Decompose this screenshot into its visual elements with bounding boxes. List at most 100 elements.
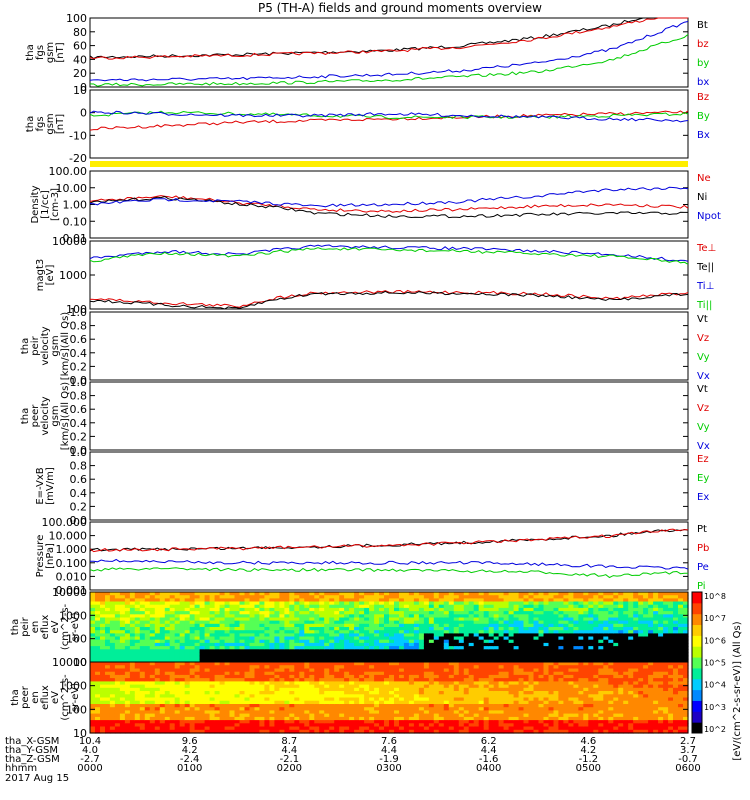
heatmap-cell (628, 620, 634, 625)
heatmap-cell (254, 652, 261, 657)
heatmap-cell (503, 639, 510, 644)
heatmap-cell (578, 649, 584, 654)
heatmap-cell (199, 592, 206, 596)
heatmap-cell (324, 662, 330, 666)
heatmap-cell (513, 655, 520, 660)
heatmap-cell (463, 662, 470, 666)
heatmap-cell (324, 694, 330, 699)
heatmap-cell (304, 623, 310, 628)
heatmap-cell (279, 658, 285, 663)
heatmap-cell (144, 611, 151, 615)
heatmap-cell (428, 658, 435, 663)
heatmap-cell (433, 729, 440, 734)
heatmap-cell (144, 678, 151, 682)
heatmap-cell (114, 697, 121, 702)
heatmap-cell (274, 655, 280, 660)
heatmap-cell (179, 694, 186, 699)
heatmap-cell (119, 687, 126, 692)
heatmap-cell (673, 592, 679, 596)
heatmap-cell (369, 652, 375, 657)
heatmap-cell (319, 617, 325, 622)
heatmap-cell (623, 592, 629, 596)
heatmap-cell (209, 595, 216, 599)
heatmap-cell (124, 620, 131, 625)
heatmap-cell (174, 652, 181, 657)
heatmap-cell (389, 630, 395, 634)
heatmap-cell (119, 646, 126, 650)
heatmap-cell (468, 639, 475, 644)
heatmap-cell (169, 614, 176, 619)
heatmap-cell (503, 655, 510, 660)
heatmap-cell (274, 716, 280, 721)
heatmap-cell (194, 642, 201, 647)
heatmap-cell (543, 665, 550, 669)
heatmap-cell (533, 678, 540, 682)
heatmap-cell (164, 665, 171, 669)
heatmap-cell (95, 668, 101, 673)
heatmap-cell (603, 598, 609, 603)
heatmap-cell (503, 604, 510, 609)
heatmap-cell (284, 592, 290, 596)
heatmap-cell (319, 723, 325, 728)
heatmap-cell (568, 710, 574, 715)
heatmap-cell (673, 639, 679, 644)
heatmap-cell (114, 630, 121, 634)
heatmap-cell (309, 639, 315, 644)
heatmap-cell (319, 671, 325, 676)
heatmap-cell (100, 723, 106, 728)
heatmap-cell (418, 627, 425, 631)
heatmap-cell (134, 633, 141, 638)
heatmap-cell (264, 642, 270, 647)
heatmap-cell (438, 662, 445, 666)
heatmap-cell (399, 639, 405, 644)
heatmap-cell (114, 726, 121, 731)
heatmap-cell (344, 639, 350, 644)
heatmap-cell (683, 592, 689, 596)
heatmap-cell (374, 646, 380, 650)
heatmap-cell (149, 665, 156, 669)
series-line-Ti⊥ (89, 244, 689, 262)
heatmap-cell (224, 674, 231, 679)
heatmap-cell (628, 652, 634, 657)
heatmap-cell (598, 633, 604, 638)
heatmap-cell (623, 652, 629, 657)
heatmap-cell (389, 713, 395, 718)
heatmap-cell (354, 700, 360, 705)
heatmap-cell (374, 658, 380, 663)
heatmap-cell (403, 671, 410, 676)
heatmap-cell (124, 726, 131, 731)
heatmap-cell (209, 704, 216, 708)
heatmap-cell (119, 691, 126, 695)
heatmap-cell (159, 665, 166, 669)
heatmap-cell (473, 687, 480, 692)
heatmap-cell (269, 630, 275, 634)
heatmap-cell (369, 607, 375, 612)
heatmap-cell (144, 704, 151, 708)
heatmap-cell (578, 620, 584, 625)
heatmap-cell (543, 687, 550, 692)
heatmap-cell (508, 697, 515, 702)
heatmap-cell (299, 633, 305, 638)
heatmap-cell (384, 713, 390, 718)
heatmap-cell (339, 611, 345, 615)
heatmap-cell (314, 681, 320, 686)
heatmap-cell (224, 592, 231, 596)
heatmap-cell (448, 729, 455, 734)
heatmap-cell (423, 642, 430, 647)
heatmap-cell (399, 630, 405, 634)
heatmap-cell (463, 694, 470, 699)
heatmap-cell (204, 595, 211, 599)
heatmap-cell (294, 611, 300, 615)
heatmap-cell (428, 633, 435, 638)
heatmap-cell (433, 668, 440, 673)
heatmap-cell (249, 611, 256, 615)
heatmap-cell (653, 592, 659, 596)
legend-Vz: Vz (697, 333, 709, 344)
heatmap-cell (413, 671, 420, 676)
heatmap-cell (239, 630, 246, 634)
heatmap-cell (423, 704, 430, 708)
heatmap-cell (264, 687, 270, 692)
heatmap-cell (533, 607, 540, 612)
heatmap-cell (144, 642, 151, 647)
heatmap-cell (653, 633, 659, 638)
